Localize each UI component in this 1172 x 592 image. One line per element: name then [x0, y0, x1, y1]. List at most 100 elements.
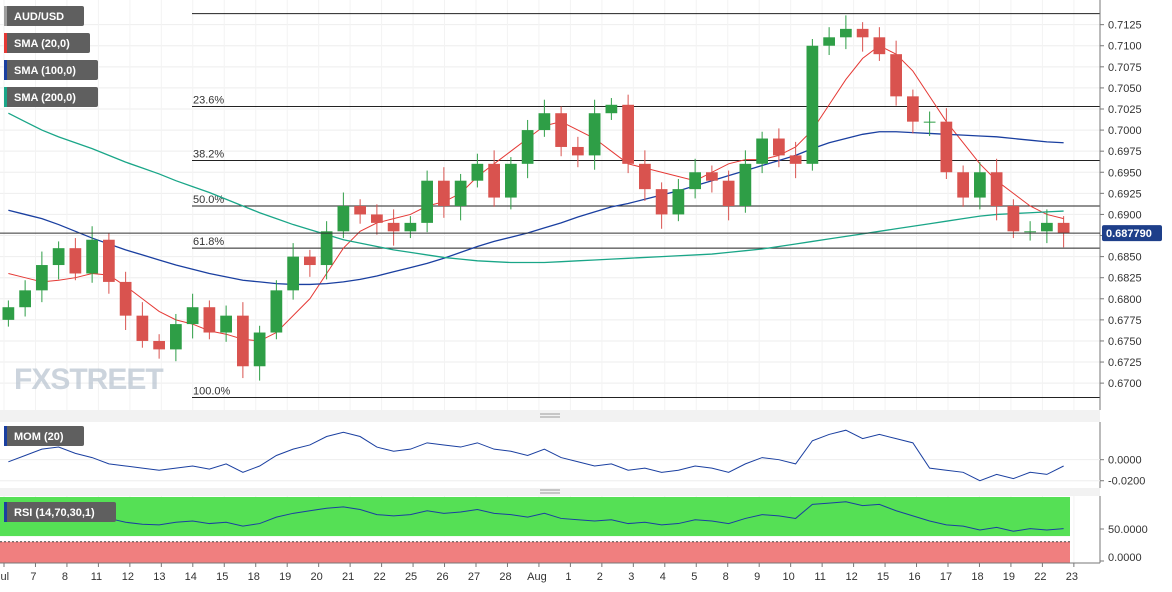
- x-tick-label: 21: [342, 571, 354, 583]
- x-ticks: Jul781112131415181920212225262728Aug1234…: [0, 563, 1078, 583]
- price-y-tick-label: 0.7000: [1108, 125, 1142, 137]
- candle-body: [722, 180, 735, 206]
- x-tick-label: 26: [436, 571, 448, 583]
- candle-body: [974, 172, 986, 198]
- candle-body: [320, 231, 333, 266]
- candle-body: [170, 324, 182, 350]
- price-axis-bg: [1100, 0, 1172, 410]
- legend-color-swatch: [4, 6, 7, 26]
- x-tick-label: 14: [185, 571, 197, 583]
- legend-label: AUD/USD: [14, 11, 64, 23]
- x-tick-label: 9: [754, 571, 760, 583]
- x-tick-label: 8: [723, 571, 729, 583]
- legend-item[interactable]: SMA (200,0): [4, 87, 98, 107]
- x-tick-label: 23: [1066, 571, 1078, 583]
- x-tick-label: 15: [216, 571, 228, 583]
- rsi-oversold-zone: [0, 541, 1070, 563]
- candle-body: [923, 121, 936, 123]
- panel-splitter-1[interactable]: [0, 410, 1100, 422]
- candle-body: [153, 340, 165, 350]
- fib-label: 23.6%: [193, 94, 224, 106]
- legend-label: RSI (14,70,30,1): [14, 507, 95, 519]
- legend-item-bg: [4, 426, 84, 446]
- candle-body: [287, 256, 299, 291]
- candle-body: [739, 163, 752, 206]
- x-tick-label: 22: [373, 571, 385, 583]
- candle-body: [371, 214, 383, 223]
- legend-item[interactable]: MOM (20): [4, 426, 84, 446]
- price-y-tick-label: 0.6750: [1108, 336, 1142, 348]
- candle-body: [421, 180, 433, 223]
- x-tick-label: Jul: [0, 571, 9, 583]
- fib-label: 50.0%: [193, 194, 224, 206]
- fib-label: 100.0%: [193, 385, 231, 397]
- candle-body: [438, 180, 450, 206]
- rsi-line: [8, 501, 1064, 532]
- legend-item-bg: [4, 6, 84, 26]
- legend-item[interactable]: SMA (100,0): [4, 60, 98, 80]
- candle-body: [36, 265, 48, 291]
- candle-body: [521, 130, 534, 164]
- legend-item[interactable]: AUD/USD: [4, 6, 84, 26]
- candle-body: [304, 256, 316, 266]
- candle-body: [488, 163, 500, 198]
- candle-body: [505, 163, 517, 198]
- momentum-y-tick-label: -0.0200: [1108, 476, 1145, 488]
- candle-body: [387, 222, 400, 232]
- x-tick-label: 12: [845, 571, 857, 583]
- x-tick-label: 27: [468, 571, 480, 583]
- x-tick-label: 5: [691, 571, 697, 583]
- candlesticks: [2, 15, 1070, 381]
- x-tick-label: 19: [1003, 571, 1015, 583]
- fib-label: 38.2%: [193, 148, 224, 160]
- candle-body: [756, 138, 768, 164]
- price-y-tick-label: 0.6725: [1108, 357, 1142, 369]
- price-y-tick-label: 0.6925: [1108, 188, 1142, 200]
- sma-line-1: [8, 45, 1064, 342]
- legend-item-bg: [4, 33, 90, 53]
- candle-body: [86, 239, 98, 274]
- price-y-tick-label: 0.6825: [1108, 273, 1142, 285]
- x-tick-label: 20: [311, 571, 323, 583]
- price-y-tick-label: 0.6975: [1108, 146, 1142, 158]
- price-y-tick-label: 0.7025: [1108, 104, 1142, 116]
- candle-body: [203, 307, 216, 333]
- price-y-tick-label: 0.7125: [1108, 20, 1142, 32]
- candle-body: [471, 163, 484, 181]
- current-price-box: [1102, 225, 1162, 242]
- candle-body: [840, 28, 852, 38]
- candle-body: [103, 239, 115, 282]
- rsi-legend: RSI (14,70,30,1): [4, 502, 116, 522]
- x-tick-label: 4: [660, 571, 666, 583]
- legend-color-swatch: [4, 502, 7, 522]
- x-tick-label: 19: [279, 571, 291, 583]
- candle-body: [2, 307, 15, 320]
- x-tick-label: 3: [628, 571, 634, 583]
- panel-splitter-2[interactable]: [0, 488, 1100, 496]
- x-tick-label: 17: [940, 571, 952, 583]
- candle-body: [689, 172, 701, 190]
- candle-body: [337, 206, 350, 232]
- x-tick-label: 2: [597, 571, 603, 583]
- candle-body: [237, 315, 249, 367]
- legend-item[interactable]: SMA (20,0): [4, 33, 90, 53]
- x-tick-label: 16: [908, 571, 920, 583]
- x-tick-label: Aug: [527, 571, 547, 583]
- candle-body: [538, 113, 551, 131]
- candle-body: [789, 155, 802, 164]
- candle-body: [69, 248, 82, 274]
- candle-body: [605, 104, 618, 114]
- candle-body: [220, 315, 232, 333]
- price-y-tick-label: 0.6950: [1108, 167, 1142, 179]
- candle-body: [354, 206, 366, 215]
- candle-body: [19, 290, 31, 308]
- legend-item[interactable]: RSI (14,70,30,1): [4, 502, 116, 522]
- candle-body: [806, 45, 819, 164]
- price-y-tick-label: 0.6800: [1108, 294, 1142, 306]
- x-tick-label: 11: [91, 571, 102, 583]
- legend-label: SMA (100,0): [14, 65, 76, 77]
- candle-body: [706, 172, 718, 181]
- price-y-tick-label: 0.6775: [1108, 315, 1142, 327]
- candle-body: [454, 180, 467, 206]
